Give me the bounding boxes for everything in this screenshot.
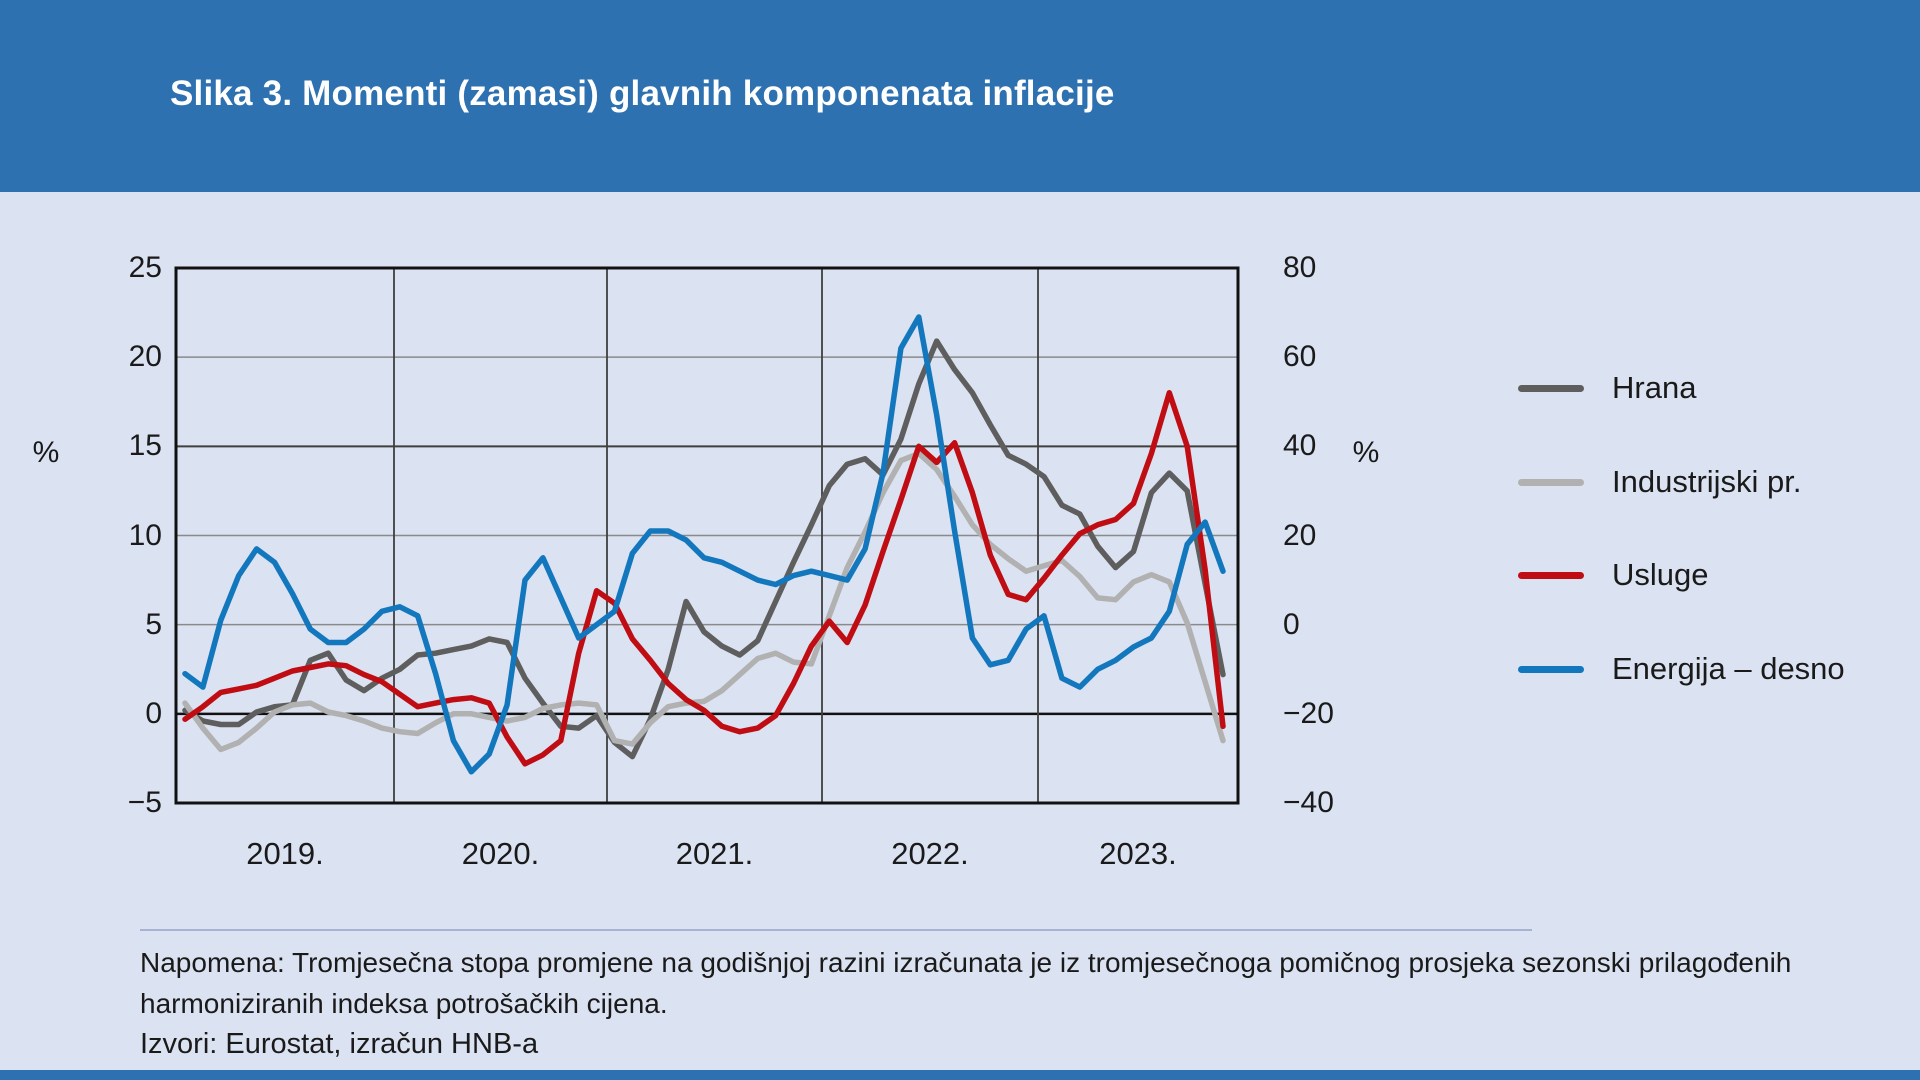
left-tick-label: 10 <box>128 518 162 552</box>
legend-swatch <box>1518 665 1584 673</box>
legend-swatch <box>1518 478 1584 486</box>
year-label: 2020. <box>461 836 540 871</box>
legend-label: Energija – desno <box>1612 651 1845 686</box>
legend-label: Hrana <box>1612 370 1697 405</box>
right-tick-label: 40 <box>1283 429 1317 463</box>
legend-item: Hrana <box>1518 370 1697 405</box>
left-axis-unit: % <box>32 436 60 469</box>
year-label: 2023. <box>1099 836 1177 871</box>
year-label: 2022. <box>891 836 969 871</box>
title-bar: Slika 3. Momenti (zamasi) glavnih kompon… <box>0 0 1920 192</box>
legend-item: Usluge <box>1518 557 1709 592</box>
legend-item: Industrijski pr. <box>1518 464 1802 499</box>
legend-item: Energija – desno <box>1518 651 1845 686</box>
legend-label: Usluge <box>1612 557 1709 592</box>
right-tick-label: 20 <box>1283 518 1317 552</box>
chart-source: Izvori: Eurostat, izračun HNB-a <box>140 1028 539 1060</box>
right-tick-label: −40 <box>1283 786 1334 819</box>
figure-title: Slika 3. Momenti (zamasi) glavnih kompon… <box>170 74 1115 113</box>
right-tick-label: −20 <box>1283 696 1334 730</box>
year-label: 2019. <box>246 836 324 871</box>
year-label: 2021. <box>675 836 754 871</box>
left-tick-label: 20 <box>128 340 162 374</box>
note-line-1: Napomena: Tromjesečna stopa promjene na … <box>140 947 1792 978</box>
right-axis-unit: % <box>1352 436 1380 469</box>
right-tick-label: 0 <box>1283 607 1300 641</box>
right-tick-label: 60 <box>1283 340 1317 374</box>
footer-separator <box>140 929 1532 931</box>
left-tick-label: 15 <box>128 429 162 463</box>
right-tick-label: 80 <box>1283 251 1317 284</box>
left-tick-label: 25 <box>128 251 162 284</box>
left-tick-label: 5 <box>145 607 162 641</box>
chart-note: Napomena: Tromjesečna stopa promjene na … <box>140 942 1791 1024</box>
legend-swatch <box>1518 384 1584 392</box>
legend-swatch <box>1518 571 1584 579</box>
left-tick-label: −5 <box>127 786 162 819</box>
legend-label: Industrijski pr. <box>1612 464 1802 499</box>
left-tick-label: 0 <box>145 696 162 730</box>
bottom-accent-bar <box>0 1070 1920 1080</box>
note-line-2: harmoniziranih indeksa potrošačkih cijen… <box>140 988 668 1019</box>
